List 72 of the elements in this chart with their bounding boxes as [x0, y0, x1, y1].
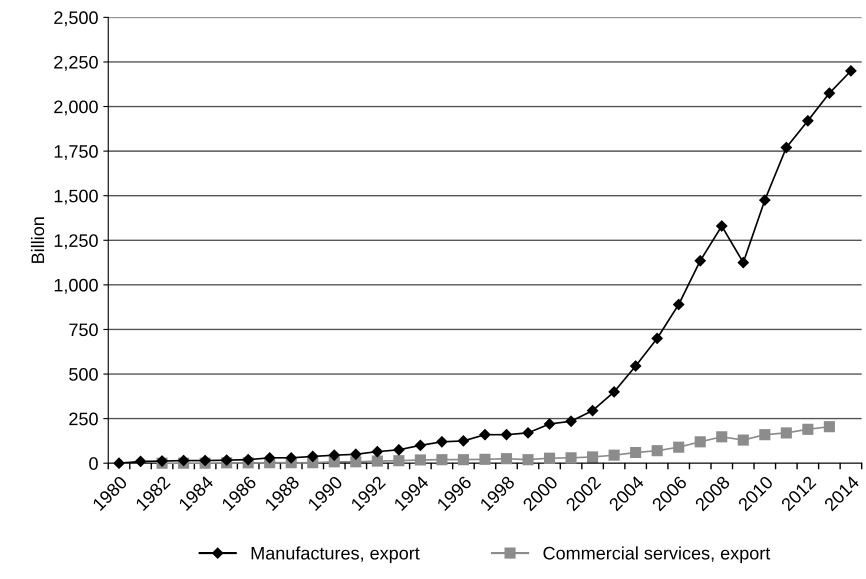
point — [780, 427, 792, 438]
point — [738, 256, 749, 268]
point — [522, 427, 534, 438]
point — [307, 450, 318, 462]
point — [436, 436, 448, 448]
point — [824, 88, 835, 99]
point — [479, 429, 491, 440]
point — [221, 454, 232, 466]
point — [178, 454, 190, 466]
y-tick-label: 750 — [69, 323, 98, 336]
point — [630, 360, 642, 372]
point — [652, 332, 663, 344]
point — [286, 452, 297, 464]
point — [372, 446, 383, 458]
point — [156, 455, 168, 467]
point — [113, 458, 125, 469]
point — [565, 416, 577, 427]
point — [264, 452, 276, 464]
point — [716, 431, 728, 442]
point — [759, 429, 770, 440]
point — [652, 445, 663, 456]
legend-label: Commercial services, export — [543, 546, 770, 564]
point — [716, 220, 728, 232]
point — [436, 454, 448, 466]
legend-label: Manufactures, export — [252, 546, 420, 564]
y-tick-label: 1,500 — [54, 190, 98, 205]
y-tick-label: 2,000 — [54, 100, 98, 116]
point — [780, 142, 792, 154]
point — [350, 456, 362, 468]
point — [372, 456, 383, 467]
point — [845, 65, 857, 76]
point — [500, 429, 512, 440]
y-tick-label: 0 — [89, 457, 98, 470]
point — [458, 454, 469, 466]
point — [824, 421, 835, 432]
point — [630, 446, 642, 458]
point — [522, 454, 534, 466]
y-tick-label: 2,500 — [54, 11, 98, 26]
point — [458, 435, 470, 447]
point — [738, 434, 749, 446]
point — [393, 444, 404, 456]
point — [479, 454, 491, 465]
point — [328, 450, 340, 461]
y-axis-title: Billion — [30, 217, 44, 263]
point — [802, 115, 814, 126]
y-tick-label: 2,250 — [54, 56, 98, 71]
point — [414, 454, 426, 466]
y-tick-label: 1,250 — [54, 234, 98, 250]
point — [694, 436, 706, 448]
point — [694, 255, 706, 266]
point — [544, 452, 556, 464]
point — [500, 453, 512, 464]
point — [586, 404, 598, 416]
point — [608, 386, 620, 398]
y-tick-label: 250 — [69, 412, 98, 426]
point — [350, 448, 362, 460]
point — [544, 418, 556, 430]
point — [566, 452, 577, 464]
point — [802, 424, 814, 435]
point — [673, 442, 684, 453]
point — [608, 450, 620, 461]
point — [587, 451, 598, 463]
point — [242, 454, 254, 466]
point — [134, 456, 146, 468]
point — [393, 455, 404, 466]
y-tick-label: 500 — [69, 368, 98, 381]
point — [759, 194, 770, 206]
point — [673, 298, 684, 310]
y-tick-label: 1,750 — [54, 145, 98, 160]
y-tick-label: 1,000 — [54, 278, 98, 294]
point — [414, 440, 426, 451]
point — [200, 454, 211, 466]
